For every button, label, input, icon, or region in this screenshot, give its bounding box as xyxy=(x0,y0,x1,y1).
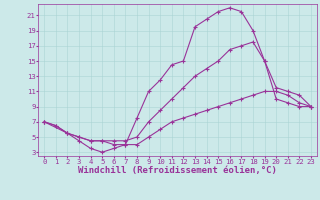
X-axis label: Windchill (Refroidissement éolien,°C): Windchill (Refroidissement éolien,°C) xyxy=(78,166,277,175)
